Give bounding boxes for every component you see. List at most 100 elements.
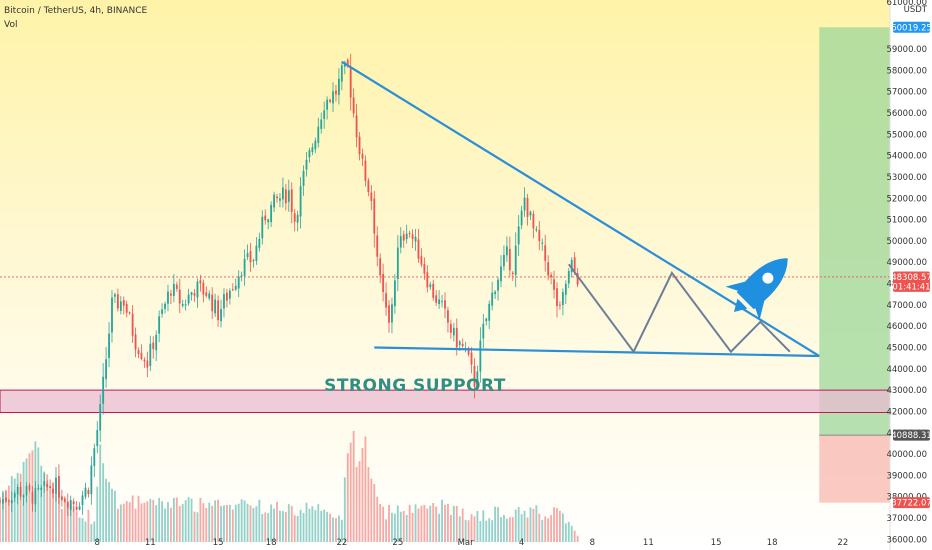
volume-bar: [467, 520, 470, 542]
y-tick-label: 44000.00: [886, 365, 927, 375]
volume-bar: [90, 524, 93, 542]
candle-body: [488, 303, 491, 321]
candle-body: [187, 294, 190, 304]
volume-bar: [520, 514, 523, 542]
candle-body: [25, 486, 28, 496]
x-tick-label: 15: [711, 538, 722, 548]
x-tick-label: 15: [213, 538, 224, 548]
volume-bar: [187, 497, 190, 542]
volume-bar: [355, 466, 358, 542]
volume-bar: [172, 497, 175, 542]
candle-body: [455, 328, 458, 348]
candle-body: [40, 487, 43, 491]
candle-body: [143, 359, 146, 362]
candle-body: [258, 238, 261, 248]
volume-bar: [149, 498, 152, 542]
candle-body: [284, 189, 287, 204]
volume-bar: [500, 517, 502, 542]
volume-bar: [69, 504, 72, 542]
volume-bar: [414, 504, 417, 542]
volume-bar: [143, 502, 146, 542]
candle-body: [172, 283, 175, 296]
volume-bar: [72, 506, 75, 542]
candle-body: [99, 404, 102, 431]
candle-body: [223, 294, 225, 309]
candle-body: [573, 257, 576, 272]
candle-body: [228, 290, 231, 299]
volume-bar: [311, 506, 314, 542]
volume-bar: [214, 500, 217, 542]
volume-bar: [279, 510, 281, 542]
volume-bar: [332, 517, 334, 542]
volume-bar: [240, 499, 243, 542]
candle-body: [231, 289, 234, 291]
volume-bar: [128, 502, 131, 542]
candle-body: [217, 300, 219, 321]
support-trendline[interactable]: [374, 346, 820, 358]
volume-bar: [314, 510, 317, 542]
candle-body: [58, 476, 60, 498]
target-badge-text: 60019.25: [891, 23, 932, 33]
volume-bar: [217, 499, 219, 542]
volume-bar: [323, 509, 326, 542]
volume-bar: [503, 515, 505, 542]
x-tick-label: 22: [837, 538, 848, 548]
y-tick-label: 55000.00: [886, 130, 927, 140]
y-tick-label: 49000.00: [886, 258, 927, 268]
volume-bar: [402, 510, 405, 542]
candle-body: [131, 313, 134, 336]
volume-bar: [514, 509, 517, 542]
projection-zigzag[interactable]: [567, 263, 791, 354]
candle-body: [81, 495, 84, 506]
volume-bar: [364, 436, 367, 542]
candle-body: [538, 230, 541, 242]
candle-body: [149, 343, 152, 366]
stop-badge-text: 37722.07: [891, 499, 932, 509]
time-axis[interactable]: 8 11 15 18 22 25 Mar 4 8 11 15 18 22: [95, 538, 849, 548]
candle-body: [181, 304, 184, 306]
candle-body: [435, 295, 438, 303]
volume-bar: [28, 453, 31, 542]
volume-bar: [329, 513, 331, 542]
candle-body: [305, 159, 308, 170]
volume-bar: [223, 505, 225, 542]
volume-bar: [178, 505, 181, 542]
candle-body: [93, 448, 96, 466]
candle-body: [164, 303, 166, 310]
volume-bar: [559, 510, 561, 542]
volume-bar: [352, 430, 355, 542]
volume-bar: [411, 512, 414, 542]
entry-badge-text: 40888.31: [891, 431, 932, 441]
candle-body: [503, 254, 505, 267]
volume-bar: [538, 513, 541, 542]
volume-bar: [367, 467, 370, 542]
candle-body: [10, 500, 13, 504]
candle-body: [320, 119, 323, 129]
candle-body: [329, 99, 331, 102]
volume-bar: [461, 508, 464, 542]
candle-body: [276, 196, 278, 199]
candle-body: [511, 272, 514, 275]
volume-bar: [420, 505, 423, 542]
candle-body: [414, 236, 417, 242]
volume-bar: [190, 498, 193, 542]
candle-body: [243, 258, 246, 276]
y-tick-label: 53000.00: [886, 173, 927, 183]
volume-bar: [102, 463, 105, 542]
entry-badge: [893, 429, 930, 441]
volume-bar: [267, 512, 270, 542]
volume-bar: [426, 508, 429, 542]
candle-body: [240, 275, 243, 277]
candle-body: [66, 501, 69, 508]
volume-bar: [78, 517, 81, 542]
volume-bar: [96, 486, 99, 542]
volume-bar: [205, 507, 208, 542]
candle-body: [494, 291, 497, 295]
volume-bar: [63, 502, 66, 542]
candle-body: [140, 352, 143, 359]
y-tick-label: 56000.00: [886, 109, 927, 119]
candle-body: [69, 500, 72, 510]
candle-body: [399, 236, 402, 248]
candle-body: [535, 228, 538, 231]
